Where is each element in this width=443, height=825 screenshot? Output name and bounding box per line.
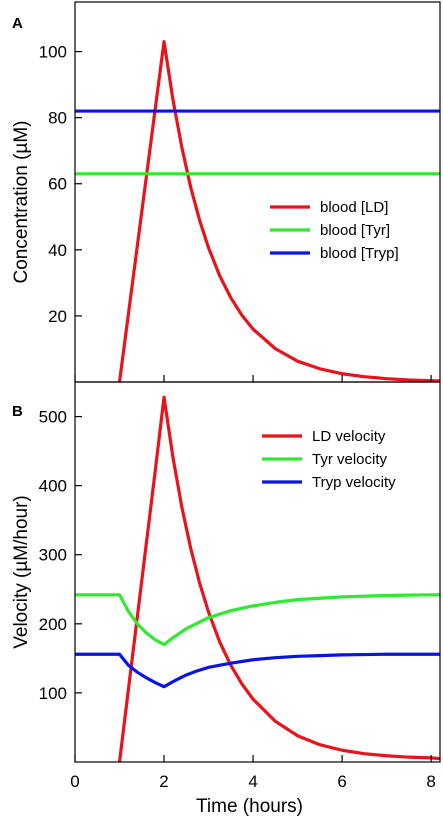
series-line-blood-ld [117,40,440,382]
x-tick-label: 2 [159,772,168,791]
y-tick-label: 100 [39,43,67,62]
series-line-ld-velocity [117,395,440,762]
legend-label: LD velocity [312,428,386,445]
x-axis-title: Time (hours) [196,796,303,817]
series-lines [75,395,440,762]
y-tick-label: 80 [48,109,67,128]
x-tick-label: 4 [248,772,257,791]
panel-b: 100 200 300 400 500 0 2 4 6 8 B Velocity (µM/hour) T… [11,381,441,817]
series-lines [75,40,440,382]
y-axis-title: Concentration (µM) [11,120,32,283]
y-tick-label: 400 [39,477,67,496]
series-line-tryp-velocity [75,652,440,689]
legend-label: blood [Tryp] [320,245,399,262]
panel-letter: A [12,15,23,32]
y-axis-title: Velocity (µM/hour) [11,495,32,649]
plot-frame [74,381,441,763]
legend-label: blood [LD] [320,199,388,216]
y-tick-label: 200 [39,615,67,634]
y-tick-label: 100 [39,684,67,703]
y-tick-label: 20 [48,307,67,326]
legend-label: blood [Tyr] [320,222,390,239]
panel-letter: B [12,403,23,420]
series-line-tyr-velocity [75,593,440,647]
x-tick-label: 0 [70,772,79,791]
x-tick-label: 8 [426,772,435,791]
y-tick-label: 60 [48,175,67,194]
y-tick-label: 500 [39,408,67,427]
y-tick-label: 40 [48,241,67,260]
panel-a: 20 40 60 80 100 A Concentration (µM) blood [LD]… [11,1,441,383]
legend-label: Tryp velocity [312,474,396,491]
legend: LD velocity Tyr velocity Tryp velocity [262,428,396,491]
legend-label: Tyr velocity [312,451,388,468]
x-tick-label: 6 [337,772,346,791]
legend: blood [LD] blood [Tyr] blood [Tryp] [270,199,399,262]
plot-frame [74,1,441,383]
y-tick-label: 300 [39,546,67,565]
